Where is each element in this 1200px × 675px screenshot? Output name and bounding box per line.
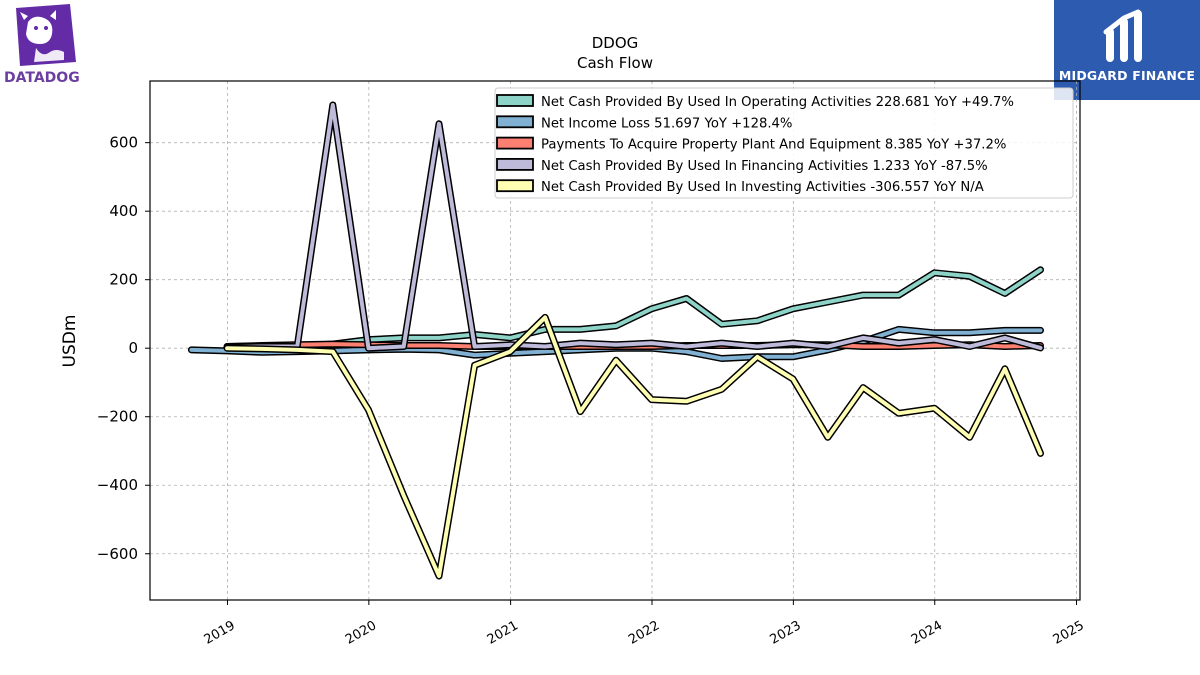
- legend-swatch: [496, 94, 534, 107]
- x-tick-label: 2021: [485, 618, 521, 648]
- legend-swatch: [496, 179, 534, 193]
- series-4-outline: [223, 313, 1044, 580]
- legend-swatch: [496, 115, 534, 129]
- datadog-logo-text: DATADOG: [4, 70, 80, 86]
- datadog-logo: DATADOG: [0, 0, 92, 92]
- x-tick-label: 2020: [343, 618, 379, 648]
- series-lines: [187, 101, 1044, 580]
- y-tick-label: 200: [109, 271, 138, 289]
- datadog-dog-icon: [16, 4, 76, 66]
- chart-subtitle: Cash Flow: [577, 54, 653, 72]
- midgard-logo-text: MIDGARD FINANCE: [1058, 68, 1196, 83]
- x-tick-label: 2025: [1051, 618, 1087, 648]
- series-0-line: [225, 267, 1043, 349]
- x-tick-label: 2022: [626, 618, 662, 648]
- y-tick-label: 400: [109, 202, 138, 220]
- y-tick-label: −400: [97, 476, 138, 494]
- midgard-m-icon: [1103, 9, 1142, 62]
- legend-label: Net Income Loss 51.697 YoY +128.4%: [541, 116, 792, 131]
- legend-swatch: [496, 157, 534, 171]
- legend: Net Cash Provided By Used In Operating A…: [494, 87, 1074, 199]
- legend-label: Net Cash Provided By Used In Financing A…: [541, 159, 988, 174]
- y-tick-label: −600: [97, 545, 138, 563]
- x-tick-label: 2024: [909, 618, 945, 648]
- legend-label: Net Cash Provided By Used In Operating A…: [541, 95, 1014, 110]
- legend-label: Net Cash Provided By Used In Investing A…: [541, 180, 984, 195]
- plot-frame: [149, 80, 1081, 601]
- y-axis-label: USDm: [60, 315, 80, 368]
- series-3-line: [225, 103, 1043, 351]
- legend-label: Payments To Acquire Property Plant And E…: [541, 138, 1006, 153]
- chart-title: DDOG: [592, 34, 639, 52]
- y-tick-label: −200: [97, 408, 138, 426]
- legend-box: [494, 87, 1074, 199]
- x-tick-label: 2019: [202, 618, 238, 648]
- legend-swatch: [496, 136, 534, 150]
- midgard-finance-logo: MIDGARD FINANCE: [1054, 0, 1200, 100]
- series-4-line: [225, 315, 1043, 578]
- y-tick-label: 600: [109, 134, 138, 152]
- y-tick-label: 0: [128, 339, 138, 357]
- x-tick-label: 2023: [768, 618, 804, 648]
